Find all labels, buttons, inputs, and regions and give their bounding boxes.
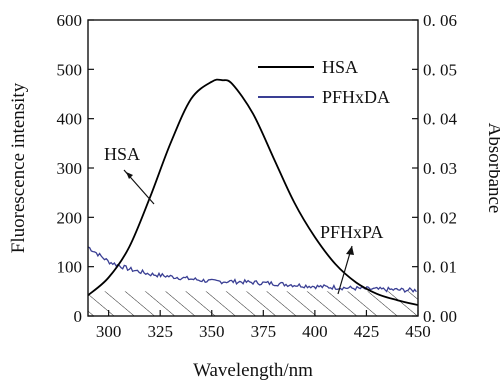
y-left-tick-label: 300: [57, 159, 83, 178]
y-left-tick-label: 0: [74, 307, 83, 326]
y-right-tick-label: 0. 03: [423, 159, 457, 178]
y-right-tick-label: 0. 04: [423, 110, 458, 129]
series-pfhxpa-area: [88, 291, 418, 316]
y-right-tick-label: 0. 05: [423, 60, 457, 79]
legend: HSA PFHxDA: [258, 57, 390, 107]
legend-label-pfhxda: PFHxDA: [322, 87, 390, 107]
y-right-tick-label: 0. 06: [423, 11, 457, 30]
series-hsa-line: [88, 78, 418, 306]
axes-ticks: 300 325 350 375 400 425 450 0 100 200 300 400 500 600…: [57, 11, 458, 341]
y-left-tick-label: 200: [57, 208, 83, 227]
annotation-pfhxpa-label: PFHxPA: [320, 222, 383, 242]
plot-frame: [87, 19, 419, 317]
x-tick-label: 325: [147, 322, 173, 341]
x-axis-title: Wavelength/nm: [193, 360, 313, 380]
annotation-hsa-arrowhead: [126, 172, 133, 179]
y-right-tick-label: 0. 02: [423, 208, 457, 227]
annotation-hsa-label: HSA: [104, 144, 140, 164]
x-tick-label: 375: [251, 322, 277, 341]
plot-area: [88, 78, 418, 316]
x-tick-label: 450: [405, 322, 431, 341]
y-right-tick-label: 0. 00: [423, 307, 457, 326]
y-left-tick-label: 100: [57, 258, 83, 277]
y-left-tick-label: 400: [57, 110, 83, 129]
y-right-axis-title: Absorbance: [484, 123, 500, 214]
annotation-pfhxpa-arrowhead: [346, 246, 354, 255]
y-left-axis-title: Fluorescence intensity: [8, 82, 29, 253]
annotation-pfhxpa: PFHxPA: [320, 222, 383, 295]
x-tick-label: 300: [96, 322, 122, 341]
y-left-tick-label: 600: [57, 11, 83, 30]
x-tick-label: 350: [199, 322, 225, 341]
x-tick-label: 425: [354, 322, 380, 341]
annotation-hsa: HSA: [104, 144, 155, 205]
series-pfhxda-line: [88, 246, 417, 293]
legend-label-hsa: HSA: [322, 57, 358, 77]
x-tick-label: 400: [302, 322, 328, 341]
y-left-tick-label: 500: [57, 60, 83, 79]
y-right-tick-label: 0. 01: [423, 258, 457, 277]
